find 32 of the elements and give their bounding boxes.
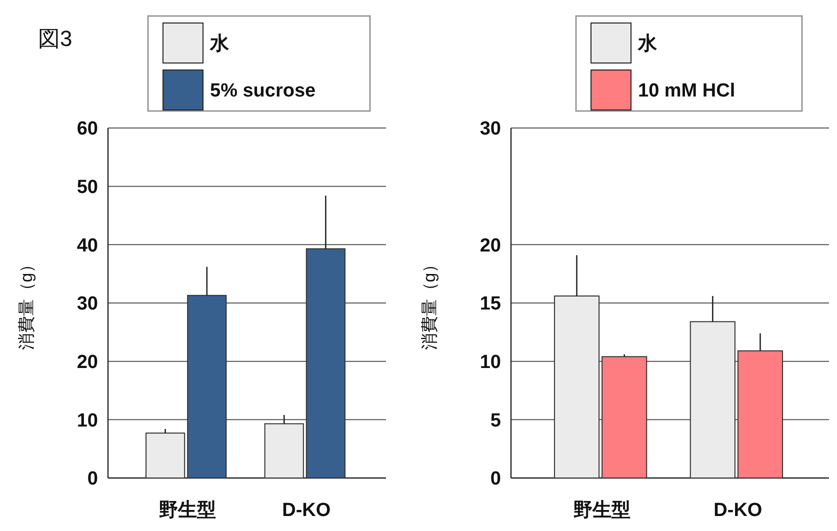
x-tick-label: 野生型 [574,499,631,521]
legend-label: 水 [209,32,230,55]
bar [554,296,600,478]
y-tick-label: 60 [76,118,98,140]
y-tick-label: 30 [480,118,501,140]
y-tick-label: 10 [76,410,98,432]
legend-label: 10 mM HCl [638,80,736,102]
y-tick-label: 0 [490,468,501,490]
y-tick-label: 40 [76,235,98,256]
bar [690,321,736,478]
x-tick-label: D-KO [714,500,762,521]
bar [146,432,186,478]
bar [602,356,648,478]
bar [306,248,346,478]
y-tick-label: 0 [87,468,98,490]
y-tick-label: 10 [480,352,501,373]
y-tick-label: 30 [76,294,98,315]
y-tick-label: 50 [76,176,98,198]
legend-label: 5% sucrose [210,80,316,102]
y-axis-title: 消費量（g） [420,256,439,350]
legend-label: 水 [637,32,658,55]
y-tick-label: 20 [76,352,98,373]
bar [264,423,304,478]
y-tick-label: 5 [490,410,502,432]
y-axis-title: 消費量（g） [17,256,36,350]
y-tick-label: 20 [480,235,501,256]
x-tick-label: 野生型 [159,499,216,521]
y-tick-label: 15 [480,294,502,315]
x-tick-label: D-KO [282,500,331,521]
bar [187,294,227,478]
chart-title: 図3 [38,26,72,51]
bar [737,350,784,478]
